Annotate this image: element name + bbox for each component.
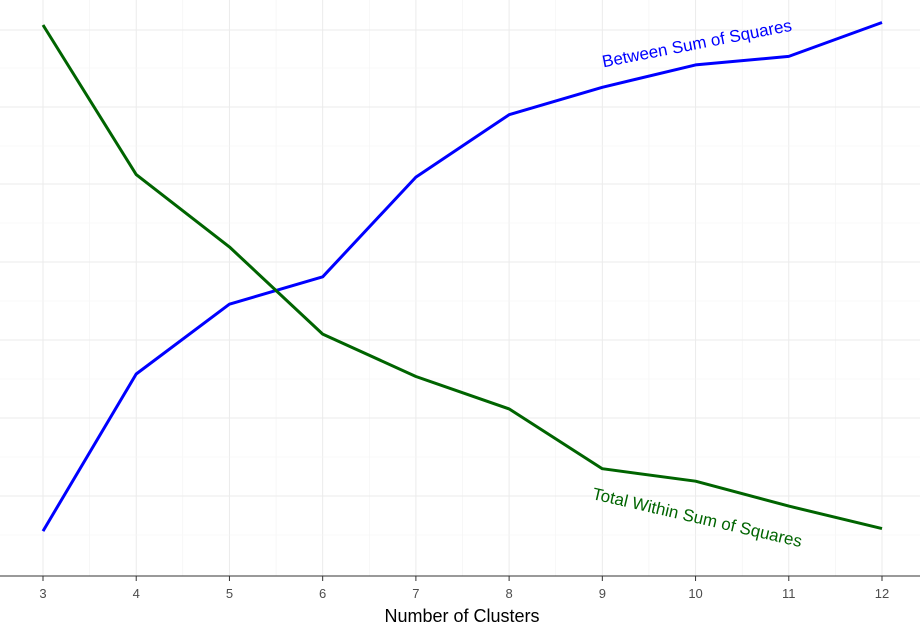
x-tick-label: 10	[688, 586, 702, 601]
grid-lines	[0, 0, 920, 576]
x-tick-label: 7	[412, 586, 419, 601]
x-tick-label: 5	[226, 586, 233, 601]
series-line-within	[41, 24, 883, 531]
x-tick-label: 4	[133, 586, 140, 601]
x-tick-label: 9	[599, 586, 606, 601]
series-line-between	[41, 21, 883, 532]
x-tick-label: 6	[319, 586, 326, 601]
x-tick-label: 8	[505, 586, 512, 601]
series-lines	[41, 21, 883, 532]
plot-panel	[0, 0, 920, 576]
x-axis-title: Number of Clusters	[384, 606, 539, 626]
x-tick-label: 3	[39, 586, 46, 601]
x-axis-ticks: 3 4 5 6 7 8 9 10 11 12	[39, 576, 889, 601]
x-tick-label: 11	[782, 586, 796, 601]
x-tick-label: 12	[875, 586, 889, 601]
